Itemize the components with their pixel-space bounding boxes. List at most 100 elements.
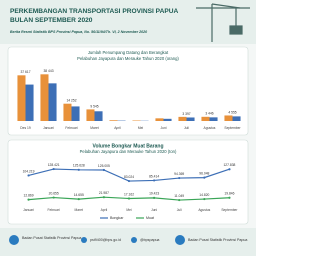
page: {"header": {"title": "PERKEMBANGAN TRANS… (0, 0, 256, 256)
point (52, 196, 55, 199)
bps-logo (175, 235, 185, 245)
value-label: 9 545 (90, 104, 98, 108)
value-label: 96.048 (199, 171, 209, 175)
value-label: 12.869 (24, 193, 34, 197)
footer-org2: Badan Pusat Statistik Provinsi Papua (188, 238, 247, 242)
point (102, 168, 105, 172)
point (203, 176, 206, 179)
bar (25, 84, 34, 121)
value-label: 37 617 (20, 70, 30, 74)
x-tick-label: Juli (184, 126, 189, 130)
bar (86, 109, 95, 121)
legend-label: Bongkar (110, 216, 124, 220)
email-icon (81, 237, 87, 243)
value-label: 38 443 (43, 69, 53, 73)
x-tick-label: Maret (90, 126, 99, 130)
bar (224, 115, 233, 121)
value-label: 17.162 (124, 192, 134, 196)
point (27, 198, 30, 201)
point (178, 176, 181, 180)
infographic: PERKEMBANGAN TRANSPORTASI PROVINSI PAPUA… (0, 0, 256, 256)
value-label: 104.219 (23, 169, 35, 173)
value-label: 14 252 (66, 99, 76, 103)
value-label: 83.024 (124, 175, 134, 179)
x-tick-label: April (114, 126, 121, 130)
value-label: 125.005 (98, 164, 110, 168)
value-label: 11.049 (174, 194, 184, 198)
footer-band (0, 228, 256, 256)
value-label: 14.820 (199, 193, 209, 197)
point (127, 179, 131, 183)
point (77, 198, 80, 201)
value-label: 85.414 (149, 174, 159, 178)
x-tick-label: Januari (43, 126, 54, 130)
x-tick-label: Juli (177, 208, 182, 212)
value-label: 128.421 (48, 163, 60, 167)
chart-title: Jumlah Penumpang Datang dan Berangkat (88, 50, 169, 55)
value-label: 14.655 (74, 193, 84, 197)
legend-label: Muat (146, 216, 154, 220)
footer-email: pst9400@bps.go.id (90, 238, 121, 242)
value-label: 19.423 (149, 192, 159, 196)
x-tick-label: Maret (75, 208, 84, 212)
value-label: 127.838 (223, 163, 235, 167)
bar (17, 75, 26, 121)
x-tick-label: September (221, 208, 238, 212)
point (203, 197, 206, 201)
x-tick-label: Agustus (204, 126, 216, 130)
point (102, 196, 105, 199)
bps-logo (9, 235, 19, 245)
point (228, 168, 231, 171)
bar (109, 120, 118, 121)
bar (71, 106, 80, 121)
header-title: PERKEMBANGAN TRANSPORTASI PROVINSI PAPUA (10, 8, 179, 15)
bar (209, 117, 218, 121)
bar (40, 74, 49, 121)
point (127, 197, 131, 200)
value-label: 20.655 (49, 191, 59, 195)
x-tick-label: Februari (65, 126, 78, 130)
bar (48, 83, 57, 121)
point (228, 196, 231, 199)
point (153, 196, 156, 199)
chart-title: Volume Bongkar Muat Barang (92, 143, 163, 149)
bar (232, 116, 241, 121)
chart-panel (7, 139, 249, 225)
chart-subtitle: Pelabuhan Jayapura dan Merauke Tahun 202… (77, 56, 179, 61)
value-label: 94.369 (174, 172, 184, 176)
x-tick-label: Juni (160, 126, 166, 130)
header-source: Berita Resmi Statistik BPS Provinsi Papu… (10, 30, 147, 34)
value-label: 125.628 (73, 164, 85, 168)
x-tick-label: Juni (151, 208, 157, 212)
value-label: 3 446 (205, 112, 213, 116)
x-tick-label: September (224, 126, 241, 130)
bar (186, 117, 195, 121)
value-label: 4 555 (228, 110, 236, 114)
x-tick-label: Januari (23, 208, 34, 212)
point (77, 168, 80, 171)
point (27, 174, 30, 177)
header-subtitle: BULAN SEPTEMBER 2020 (10, 17, 93, 24)
point (52, 167, 55, 171)
x-tick-label: Februari (48, 208, 61, 212)
x-tick-label: Mei (126, 208, 132, 212)
crane-icon (196, 3, 250, 42)
header-band (0, 0, 256, 44)
chart-subtitle: Pelabuhan Jayapura dan Merauke Tahun 202… (80, 149, 177, 154)
social-icon (131, 237, 137, 243)
bar (94, 111, 103, 121)
value-label: 21.987 (99, 191, 109, 195)
x-tick-label: Mei (138, 126, 144, 130)
point (178, 198, 181, 202)
footer-org: Badan Pusat Statistik Provinsi Papua (22, 236, 81, 240)
x-tick-label: April (101, 208, 108, 212)
point (153, 179, 156, 182)
footer-social: @bpspapua (140, 238, 159, 242)
x-tick-label: Agustus (198, 208, 210, 212)
bar (63, 103, 72, 121)
value-label: 19.846 (224, 192, 234, 196)
bar (178, 116, 187, 121)
x-tick-label: Des 19 (20, 126, 31, 130)
bar (163, 118, 172, 121)
bar (201, 116, 210, 121)
